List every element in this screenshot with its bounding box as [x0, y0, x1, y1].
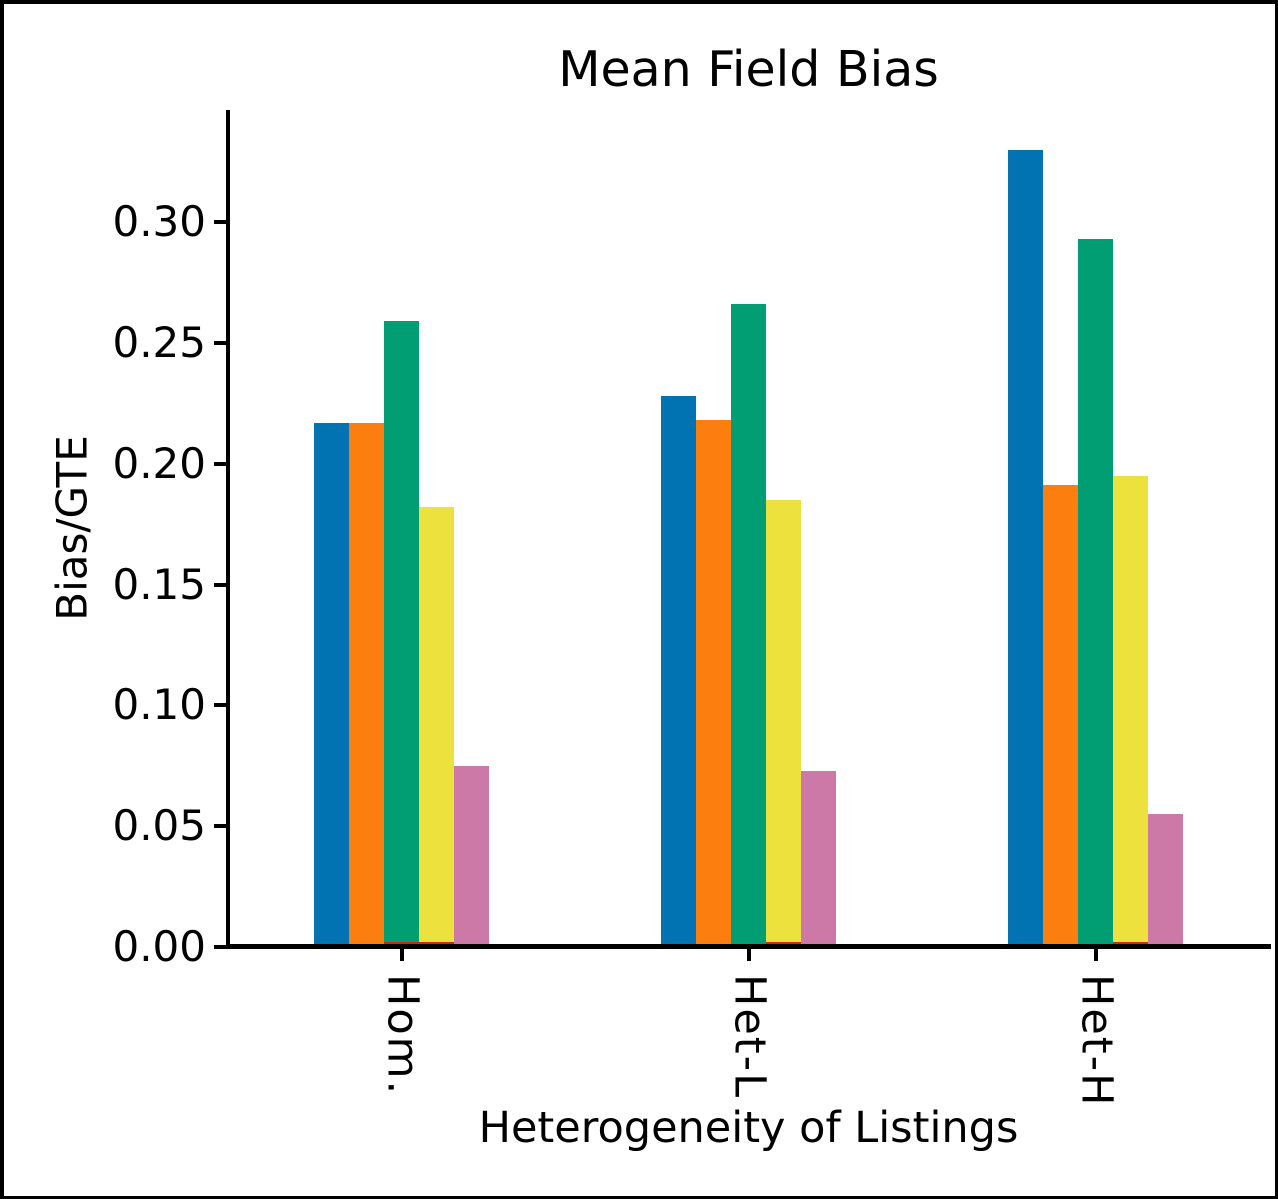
y-tick-label: 0.30: [112, 197, 206, 247]
bar-green-Hom.: [384, 321, 419, 947]
x-tick-label: Het-L: [724, 974, 775, 1100]
bar-orange-Hom.: [349, 422, 384, 947]
y-axis-spine: [226, 110, 230, 949]
y-tick-label: 0.25: [112, 317, 206, 367]
bar-blue-Het-H: [1008, 149, 1043, 947]
bar-green-Het-H: [1078, 239, 1113, 947]
bar-pink-Het-L: [801, 770, 836, 947]
x-tick-label: Hom.: [377, 974, 428, 1097]
y-tick-label: 0.20: [112, 438, 206, 488]
figure-border-bottom: [0, 1196, 1278, 1199]
bar-orange-Het-L: [696, 420, 731, 947]
baseline-sliver-Hom.: [384, 941, 454, 944]
y-tick-label: 0.05: [112, 801, 206, 851]
x-axis-spine: [226, 944, 1271, 949]
y-tick-mark: [214, 945, 226, 949]
y-tick-mark: [214, 582, 226, 587]
bar-yellow-Hom.: [419, 507, 454, 947]
baseline-sliver-Het-L: [766, 941, 801, 944]
y-tick-mark: [214, 824, 226, 829]
bar-yellow-Het-L: [766, 499, 801, 947]
x-tick-mark: [1093, 949, 1098, 961]
x-tick-mark: [399, 949, 404, 961]
bar-blue-Het-L: [661, 396, 696, 947]
y-tick-mark: [214, 220, 226, 225]
bar-blue-Hom.: [314, 422, 349, 947]
bar-pink-Het-H: [1148, 814, 1183, 947]
y-tick-mark: [214, 340, 226, 345]
y-tick-mark: [214, 461, 226, 466]
x-tick-mark: [746, 949, 751, 961]
bar-pink-Hom.: [454, 765, 489, 947]
y-tick-mark: [214, 703, 226, 708]
y-tick-label: 0.10: [112, 680, 206, 730]
y-tick-label: 0.15: [112, 559, 206, 609]
x-axis-label: Heterogeneity of Listings: [478, 1103, 1019, 1153]
x-tick-label: Het-H: [1071, 974, 1122, 1108]
bar-green-Het-L: [731, 304, 766, 947]
baseline-sliver-Het-H: [1113, 941, 1148, 944]
chart-title: Mean Field Bias: [558, 41, 939, 98]
bar-orange-Het-H: [1043, 485, 1078, 947]
bar-yellow-Het-H: [1113, 475, 1148, 947]
figure-border-right: [1275, 0, 1278, 1199]
y-tick-label: 0.00: [112, 922, 206, 971]
figure-border-top: [0, 0, 1278, 4]
figure-border-left: [0, 0, 4, 1199]
